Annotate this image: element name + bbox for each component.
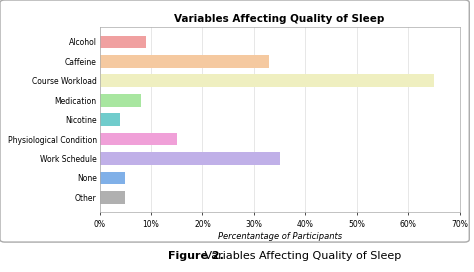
Bar [100, 172, 125, 184]
Bar [100, 191, 125, 204]
Text: Figure 2.: Figure 2. [168, 251, 224, 261]
X-axis label: Percentantage of Participants: Percentantage of Participants [218, 231, 342, 240]
Text: Variables Affecting Quality of Sleep: Variables Affecting Quality of Sleep [201, 251, 401, 261]
Title: Variables Affecting Quality of Sleep: Variables Affecting Quality of Sleep [174, 14, 385, 24]
Bar [100, 75, 434, 87]
Bar [100, 113, 120, 126]
Bar [100, 36, 146, 48]
Bar [100, 152, 280, 165]
Bar [100, 55, 269, 68]
Bar [100, 133, 177, 146]
Bar [100, 94, 141, 107]
